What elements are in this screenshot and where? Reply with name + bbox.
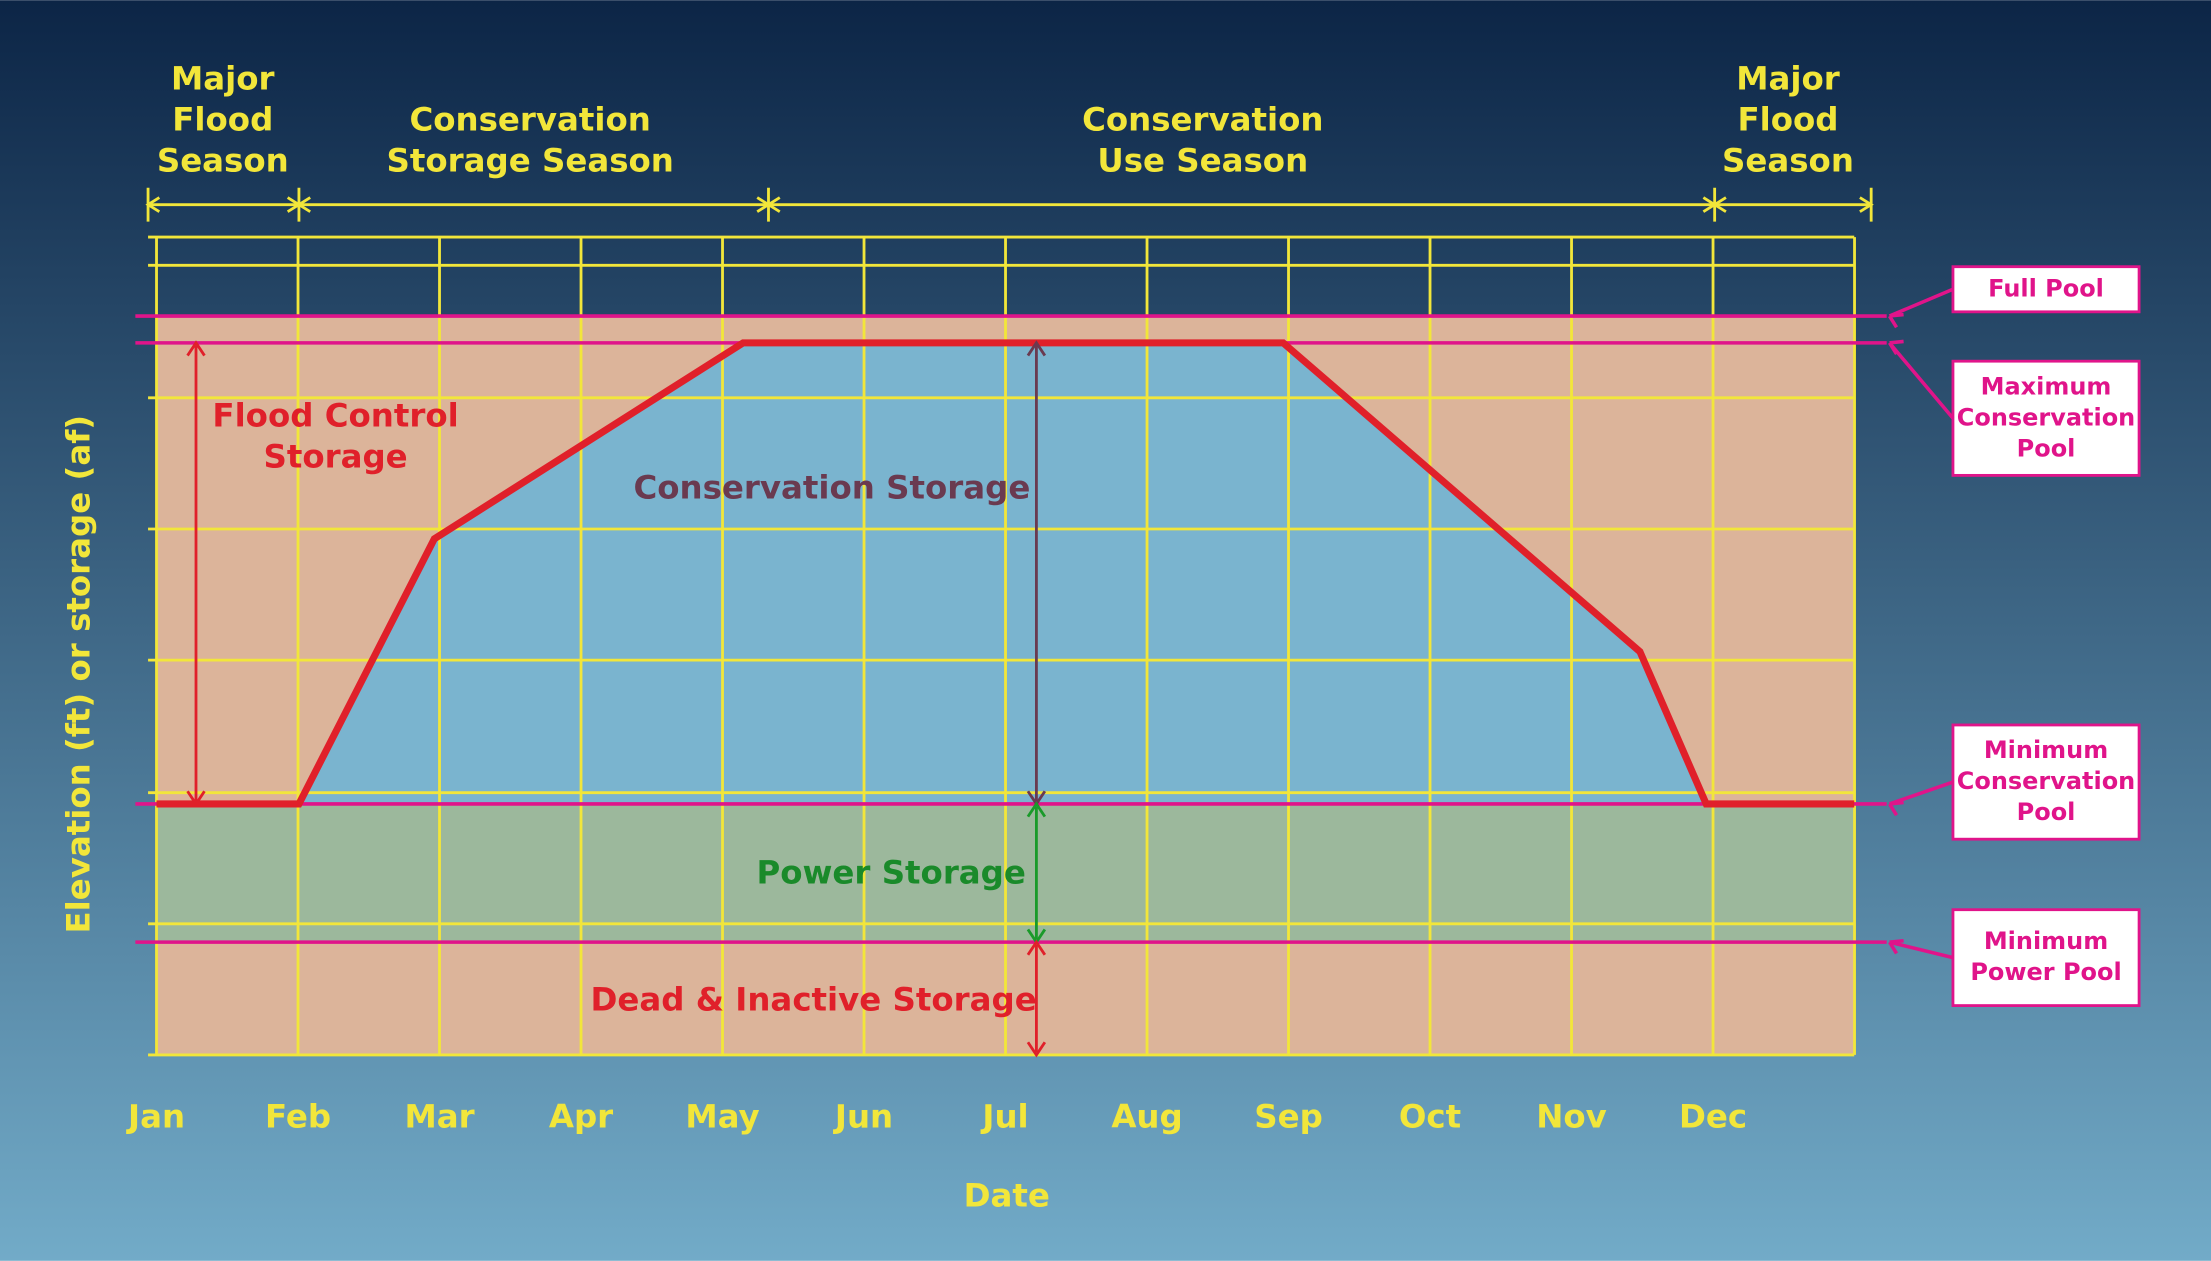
pool-label: Power Pool: [1970, 958, 2121, 986]
season-label: Conservation: [1082, 100, 1323, 138]
region-label: Flood Control: [212, 397, 458, 435]
season-label: Use Season: [1097, 141, 1308, 179]
month-label: Dec: [1679, 1097, 1747, 1135]
month-label: May: [685, 1097, 759, 1135]
pool-pointer: [1888, 339, 1955, 420]
pool-label: Conservation: [1957, 767, 2135, 795]
month-label: Jul: [980, 1097, 1028, 1135]
pool-label: Pool: [2017, 798, 2076, 826]
season-label: Season: [157, 141, 289, 179]
season-label: Storage Season: [387, 141, 674, 179]
month-label: Aug: [1111, 1097, 1182, 1135]
season-label: Conservation: [409, 100, 650, 138]
labels: Jan Feb Mar Apr May Jun Jul Aug Sep Oct Nov Dec Date…: [59, 60, 2141, 1214]
region-label: Power Storage: [756, 853, 1025, 891]
pool-label: Pool: [2017, 434, 2076, 462]
season-label: Major: [1736, 60, 1840, 98]
y-axis-label: Elevation (ft) or storage (af): [59, 415, 97, 934]
grid: [148, 235, 1856, 1057]
pool-pointer: [1888, 938, 1954, 960]
pool-box: [1951, 359, 2141, 477]
region-label: Storage: [263, 437, 407, 475]
pool-label: Minimum: [1984, 927, 2108, 955]
pool-box: [1951, 908, 2141, 1007]
x-axis-label: Date: [964, 1176, 1050, 1214]
pool-pointer: [1888, 287, 1954, 329]
region-label: Dead & Inactive Storage: [590, 980, 1036, 1018]
month-label: Jun: [833, 1097, 893, 1135]
rule-curve: [156, 339, 1855, 808]
arrow-head: [1026, 939, 1047, 1058]
pool-label: Conservation: [1957, 403, 2135, 431]
pool-label: Full Pool: [1988, 274, 2104, 302]
season-label: Flood: [172, 100, 273, 138]
month-label: Feb: [265, 1097, 331, 1135]
month-label: Sep: [1254, 1097, 1323, 1135]
month-label: Jan: [126, 1097, 185, 1135]
pool-pointer: [1888, 780, 1954, 817]
month-label: Oct: [1399, 1097, 1461, 1135]
region-label: Conservation Storage: [633, 468, 1030, 506]
season-label: Season: [1722, 141, 1854, 179]
month-label: Apr: [549, 1097, 613, 1135]
storage-arrows: [186, 340, 1047, 1058]
season-label: Flood: [1737, 100, 1838, 138]
month-label: Nov: [1536, 1097, 1607, 1135]
arrow-head: [186, 340, 206, 807]
pool-label: Maximum: [1981, 372, 2112, 400]
pool-box: [1951, 265, 2141, 314]
month-label: Mar: [404, 1097, 474, 1135]
pool-label: Minimum: [1984, 736, 2108, 764]
season-label: Major: [171, 60, 275, 98]
conservation-region: [298, 342, 1707, 804]
season-arrows: [145, 187, 1874, 222]
season-arrow-heads: [145, 196, 1874, 213]
